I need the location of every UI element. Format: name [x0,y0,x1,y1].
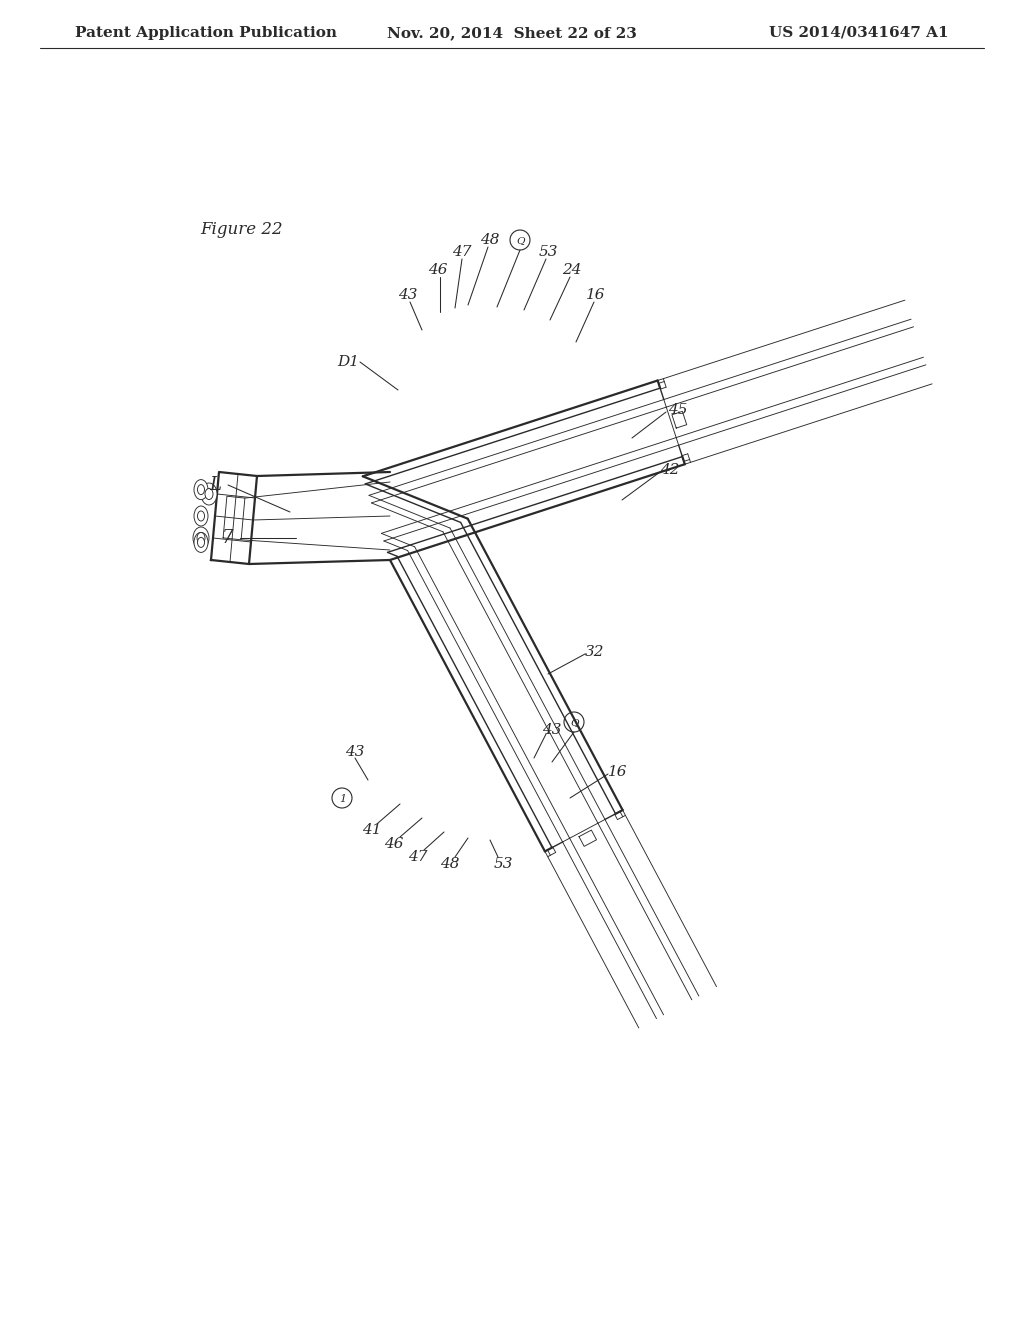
Text: 47: 47 [409,850,428,865]
Text: 53: 53 [494,857,513,871]
Text: 41: 41 [362,822,382,837]
Ellipse shape [194,506,208,525]
Ellipse shape [197,532,205,544]
Text: 43: 43 [543,723,562,737]
Ellipse shape [194,479,208,499]
Ellipse shape [201,483,217,506]
Text: 32: 32 [586,645,605,659]
Text: 48: 48 [480,234,500,247]
Text: 45: 45 [669,403,688,417]
Text: 46: 46 [384,837,403,851]
Text: Patent Application Publication: Patent Application Publication [75,26,337,40]
Ellipse shape [194,532,208,552]
Text: 16: 16 [587,288,606,302]
Ellipse shape [198,511,205,521]
Text: 24: 24 [562,263,582,277]
Text: Nov. 20, 2014  Sheet 22 of 23: Nov. 20, 2014 Sheet 22 of 23 [387,26,637,40]
Text: 53: 53 [539,246,558,259]
Text: Q: Q [517,236,525,246]
Text: Figure 22: Figure 22 [200,222,283,239]
Text: 1: 1 [339,795,346,804]
Text: 43: 43 [345,744,365,759]
Text: 47: 47 [453,246,472,259]
Text: US 2014/0341647 A1: US 2014/0341647 A1 [769,26,949,40]
Ellipse shape [198,537,205,548]
Text: 42: 42 [660,463,680,477]
Text: 43: 43 [398,288,418,302]
Text: 46: 46 [428,263,447,277]
Text: 16: 16 [608,766,628,779]
Text: 48: 48 [440,857,460,871]
Ellipse shape [205,488,213,499]
Text: Q: Q [570,718,580,727]
Ellipse shape [193,527,209,549]
Text: L: L [209,477,221,494]
Text: D1: D1 [337,355,359,370]
Text: 7: 7 [222,529,233,546]
Ellipse shape [198,484,205,495]
